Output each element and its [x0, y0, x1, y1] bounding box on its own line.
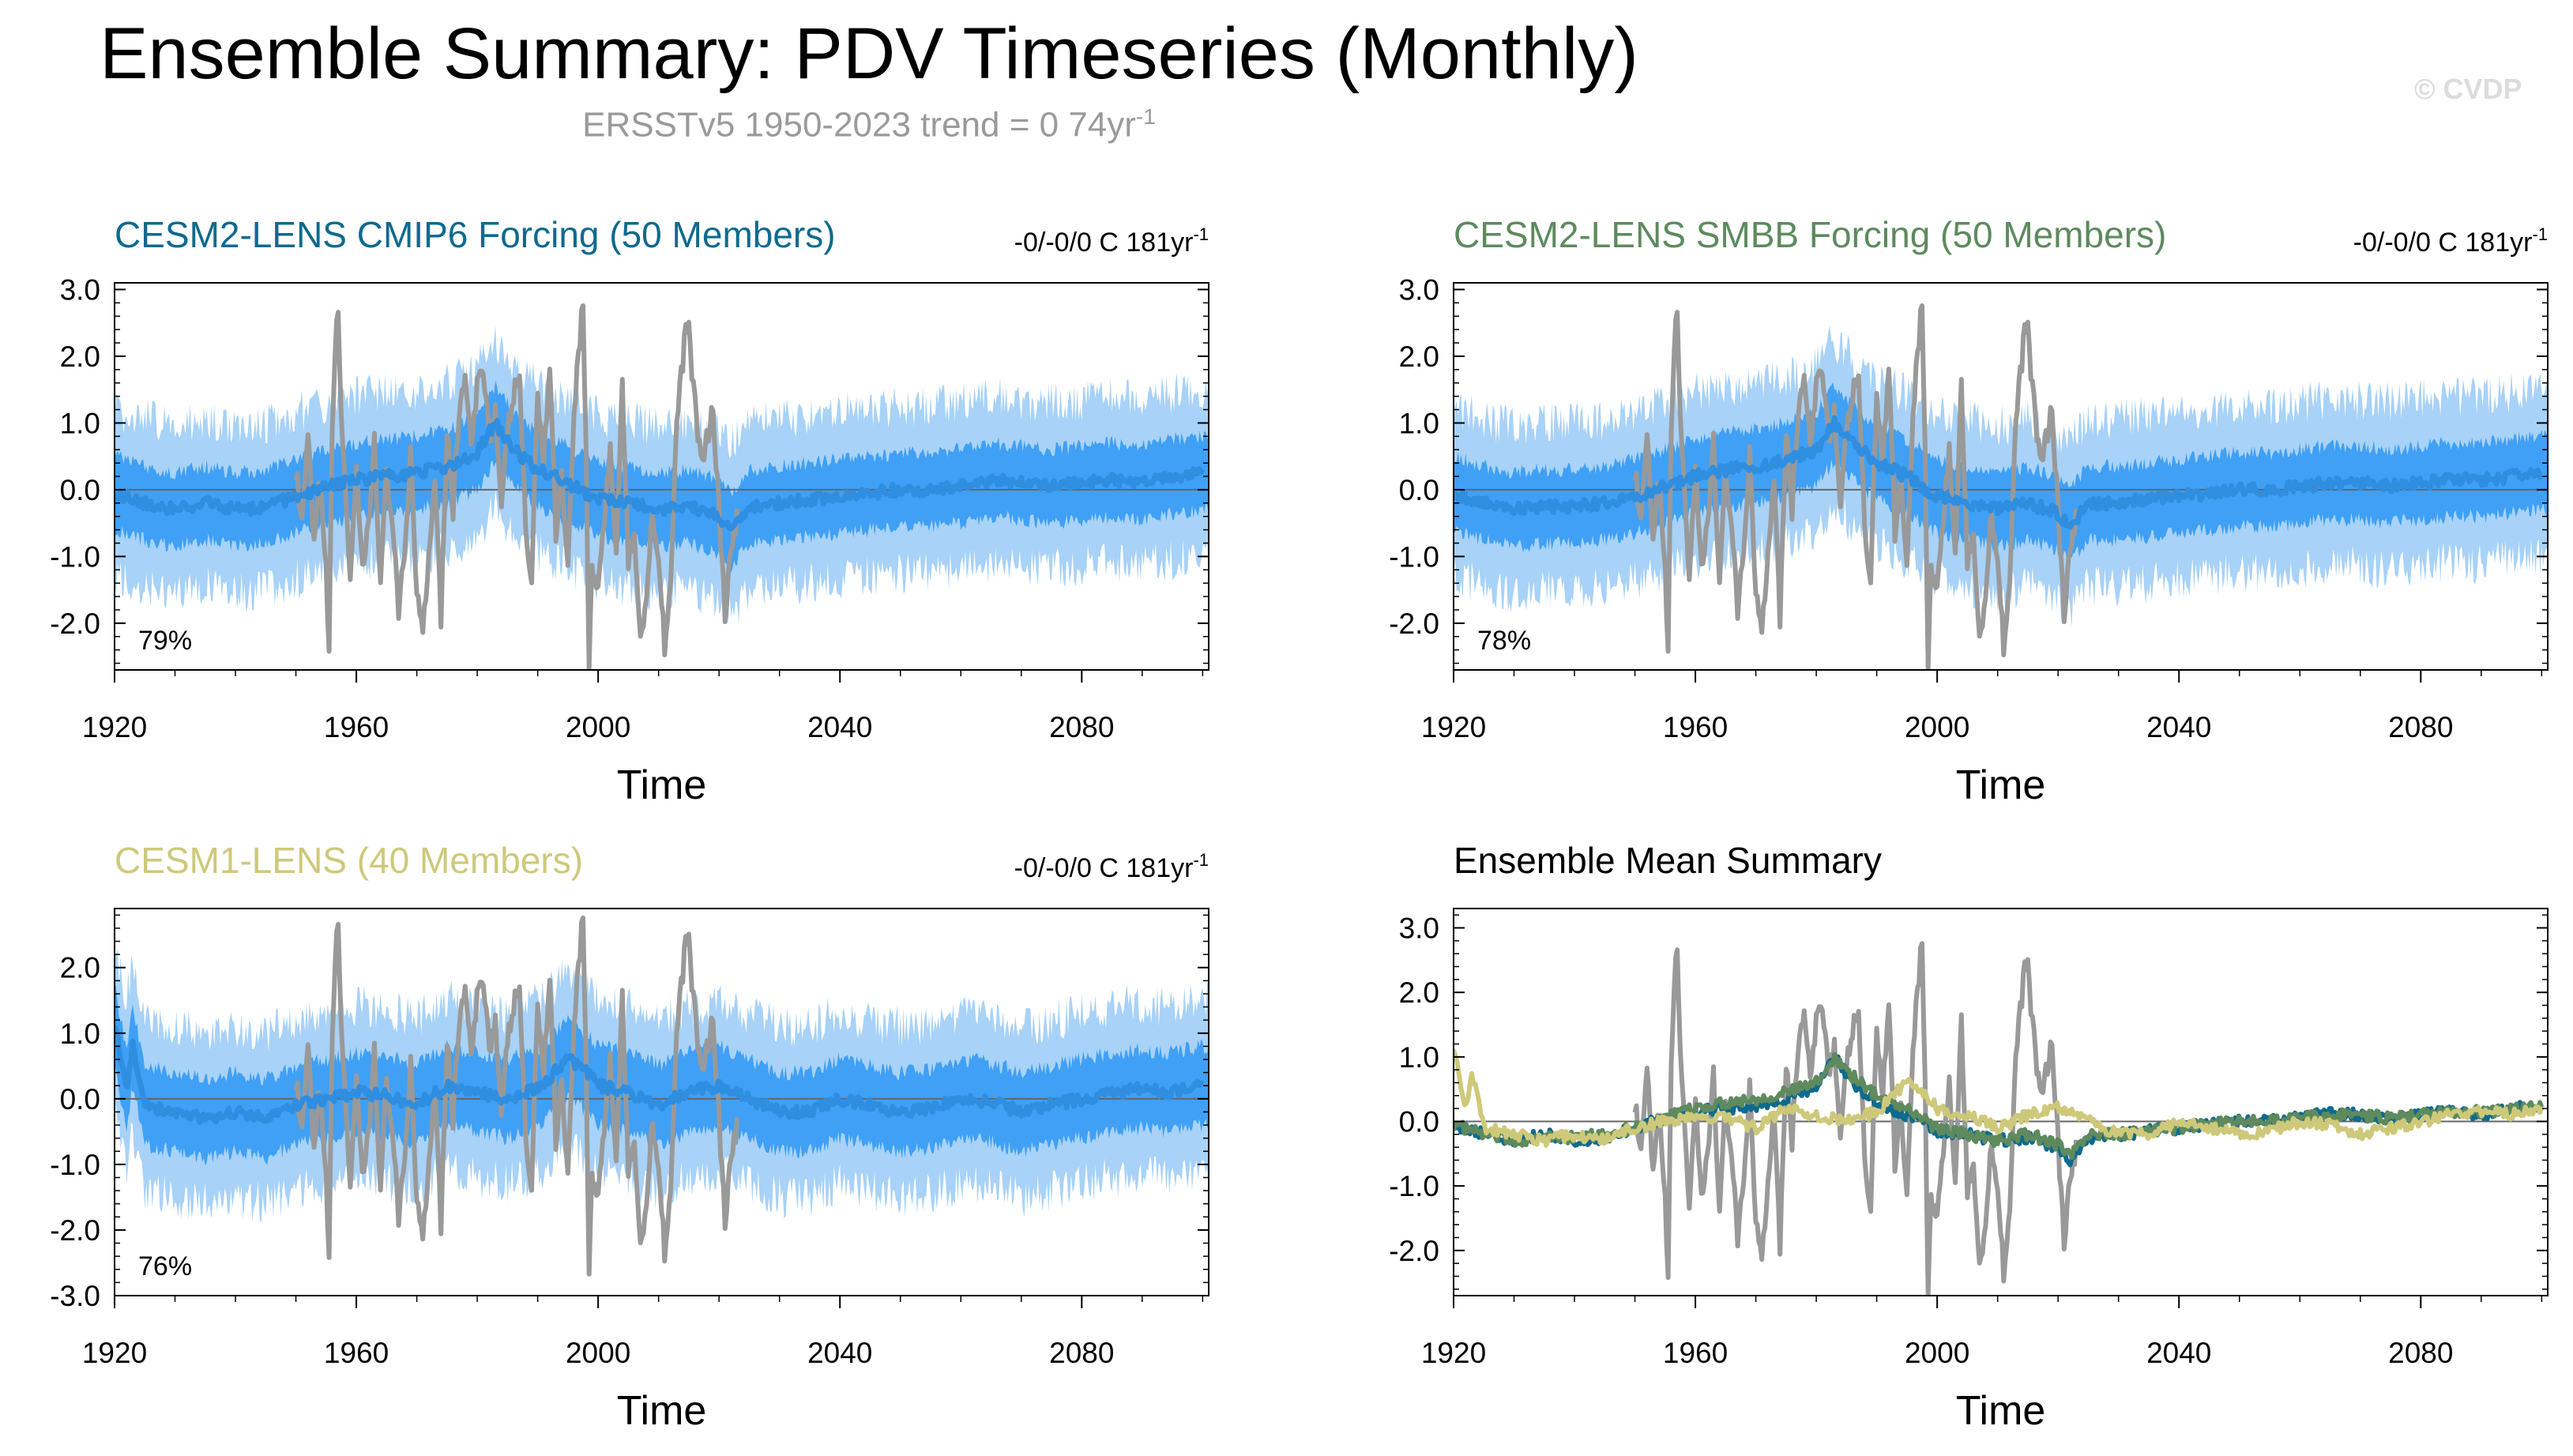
y-tick-label: 2.0 — [1399, 976, 1439, 1009]
y-tick-label: -2.0 — [50, 1214, 100, 1247]
x-tick-label: 1960 — [324, 711, 389, 743]
x-tick-label: 1960 — [324, 1337, 389, 1369]
observation-line — [293, 303, 740, 670]
x-tick-label: 2080 — [2388, 1337, 2453, 1369]
y-tick-label: 0.0 — [60, 1083, 100, 1116]
y-tick-label: -2.0 — [1389, 608, 1439, 640]
y-tick-label: 2.0 — [60, 952, 100, 984]
y-tick-label: 1.0 — [60, 1018, 100, 1050]
panel-summary: 3.0 2.0 1.0 0.0 -1.0 -2.0 1920 1960 2000 2040 2080… — [1389, 840, 2549, 1434]
x-tick-label: 1920 — [1421, 711, 1486, 743]
plot-contents — [115, 915, 1209, 1277]
panel-smbb: 3.0 2.0 1.0 0.0 -1.0 -2.0 1920 1960 2000 2040 2080… — [1389, 214, 2549, 808]
y-tick-label: 2.0 — [60, 340, 100, 373]
panel-title: CESM2-LENS CMIP6 Forcing (50 Members) — [115, 214, 836, 255]
figure-title: Ensemble Summary: PDV Timeseries (Monthl… — [100, 13, 1638, 94]
trend-label: -0/-0/0 C 181yr-1 — [1014, 224, 1209, 258]
panel-title: CESM1-LENS (40 Members) — [115, 840, 583, 881]
x-tick-label: 2040 — [2146, 711, 2211, 743]
panel-cesm1: 2.0 1.0 0.0 -1.0 -2.0 -3.0 1920 1960 2000 2040 208… — [50, 840, 1209, 1434]
x-tick-label: 1920 — [82, 711, 147, 743]
trend-label: -0/-0/0 C 181yr-1 — [1014, 850, 1209, 883]
series-line-cesm1_mean — [1454, 1048, 2545, 1148]
y-tick-label: 0.0 — [60, 474, 100, 506]
plot-area: 2.0 1.0 0.0 -1.0 -2.0 -3.0 1920 1960 2000 2040 208… — [50, 840, 1209, 1434]
plot-contents — [115, 303, 1209, 670]
panel-title: Ensemble Mean Summary — [1454, 840, 1882, 881]
series-line-cesm1_mean — [115, 1025, 1205, 1125]
x-axis-title: Time — [617, 762, 707, 808]
x-tick-label: 2000 — [1905, 711, 1969, 743]
panel-title: CESM2-LENS SMBB Forcing (50 Members) — [1454, 214, 2166, 255]
y-tick-label: 0.0 — [1399, 1106, 1439, 1138]
figure-subtitle: ERSSTv5 1950-2023 trend = 0 74yr-1 — [0, 104, 1738, 145]
plot-contents — [1454, 303, 2548, 670]
cvdp-watermark: © CVDP — [2414, 73, 2522, 105]
ensemble-spread-inner — [1454, 382, 2548, 565]
trend-label: -0/-0/0 C 181yr-1 — [2353, 224, 2548, 258]
x-tick-label: 1920 — [1421, 1337, 1486, 1369]
observation-line — [1632, 303, 2079, 670]
y-tick-label: 2.0 — [1399, 340, 1439, 373]
x-axis-title: Time — [617, 1388, 707, 1434]
y-tick-label: 0.0 — [1399, 474, 1439, 506]
x-tick-label: 2040 — [807, 711, 872, 743]
plot-area: 3.0 2.0 1.0 0.0 -1.0 -2.0 1920 1960 2000 2040 2080… — [1389, 840, 2549, 1434]
x-tick-label: 1920 — [82, 1337, 147, 1369]
observation-line — [1632, 941, 2079, 1296]
y-tick-label: -1.0 — [50, 1149, 100, 1181]
ensemble-spread-inner — [115, 982, 1209, 1166]
x-tick-label: 1960 — [1663, 1337, 1728, 1369]
percent-label: 79% — [138, 626, 192, 656]
y-tick-label: -1.0 — [1389, 1170, 1439, 1202]
plot-frame — [114, 908, 1209, 1296]
y-tick-label: -2.0 — [50, 608, 100, 640]
x-tick-label: 2040 — [2146, 1337, 2211, 1369]
y-tick-label: 3.0 — [1399, 273, 1439, 306]
series-line-smbb_mean — [1454, 1052, 2545, 1161]
x-tick-label: 2080 — [1049, 711, 1114, 743]
y-tick-label: -1.0 — [1389, 540, 1439, 573]
x-tick-label: 1960 — [1663, 711, 1728, 743]
y-tick-label: -1.0 — [50, 540, 100, 573]
y-tick-label: -2.0 — [1389, 1235, 1439, 1267]
y-tick-label: 1.0 — [1399, 1041, 1439, 1074]
x-tick-label: 2000 — [566, 1337, 630, 1369]
x-tick-label: 2080 — [1049, 1337, 1114, 1369]
percent-label: 76% — [138, 1251, 192, 1281]
plot-area: 3.0 2.0 1.0 0.0 -1.0 -2.0 1920 1960 2000 2040 2080… — [50, 214, 1209, 808]
plot-frame — [1453, 908, 2549, 1296]
x-axis-title: Time — [1956, 1388, 2046, 1434]
series-line-smbb_mean — [1454, 415, 2543, 530]
x-tick-label: 2080 — [2388, 711, 2453, 743]
x-tick-label: 2000 — [566, 711, 630, 743]
x-tick-label: 2000 — [1905, 1337, 1969, 1369]
y-tick-label: 1.0 — [1399, 407, 1439, 439]
subtitle-exponent: -1 — [1135, 104, 1156, 129]
observation-line — [293, 915, 740, 1277]
subtitle-text: ERSSTv5 1950-2023 trend = 0 74yr — [582, 105, 1136, 145]
x-tick-label: 2040 — [807, 1337, 872, 1369]
y-tick-label: 3.0 — [1399, 912, 1439, 945]
plot-area: 3.0 2.0 1.0 0.0 -1.0 -2.0 1920 1960 2000 2040 2080… — [1389, 214, 2549, 808]
plot-contents — [1454, 941, 2548, 1296]
series-line-cmip6_mean — [115, 418, 1206, 532]
x-axis-title: Time — [1956, 762, 2046, 808]
y-tick-label: 1.0 — [60, 407, 100, 439]
panel-cmip6: 3.0 2.0 1.0 0.0 -1.0 -2.0 1920 1960 2000 2040 2080… — [50, 214, 1209, 808]
percent-label: 78% — [1477, 626, 1531, 656]
ensemble-spread-inner — [115, 380, 1209, 573]
y-tick-label: -3.0 — [50, 1280, 100, 1312]
y-tick-label: 3.0 — [60, 273, 100, 306]
